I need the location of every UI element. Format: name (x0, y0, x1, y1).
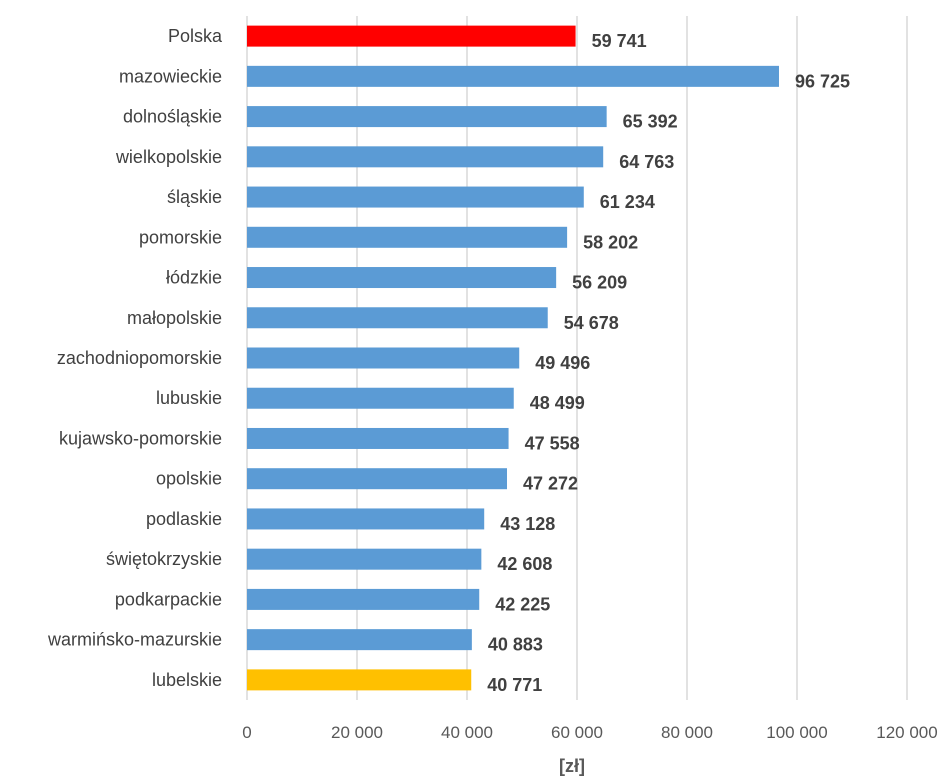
bar (247, 629, 472, 651)
bar (247, 669, 472, 691)
bar (247, 25, 576, 47)
data-label: 59 741 (592, 31, 647, 51)
category-label: Polska (168, 26, 223, 46)
bar (247, 468, 507, 490)
x-tick-label: 100 000 (766, 723, 827, 742)
data-label: 49 496 (535, 353, 590, 373)
category-label: łódzkie (166, 268, 222, 288)
bar (247, 588, 480, 610)
category-label: małopolskie (127, 308, 222, 328)
bar (247, 427, 509, 449)
category-label: wielkopolskie (115, 147, 222, 167)
bar (247, 307, 548, 329)
data-labels: 59 741 96 725 65 392 64 763 61 234 58 202 56 2… (487, 31, 850, 695)
data-label: 47 558 (525, 433, 580, 453)
data-label: 40 771 (487, 675, 542, 695)
data-label: 42 608 (497, 554, 552, 574)
x-tick-label: 80 000 (661, 723, 713, 742)
bars (247, 25, 779, 691)
data-label: 56 209 (572, 273, 627, 293)
category-label: lubelskie (152, 670, 222, 690)
category-label: mazowieckie (119, 66, 222, 86)
x-tick-label: 40 000 (441, 723, 493, 742)
data-label: 42 225 (495, 594, 550, 614)
bar (247, 226, 568, 248)
category-label: śląskie (167, 187, 222, 207)
category-label: dolnośląskie (123, 107, 222, 127)
x-tick-labels: 0 20 000 40 000 60 000 80 000 100 000 120 000 (242, 723, 937, 742)
data-label: 47 272 (523, 474, 578, 494)
category-label: lubuskie (156, 388, 222, 408)
bar (247, 548, 482, 570)
bar (247, 65, 779, 87)
bar (247, 106, 607, 128)
data-label: 43 128 (500, 514, 555, 534)
x-tick-label: 60 000 (551, 723, 603, 742)
bar (247, 347, 520, 369)
category-label: kujawsko-pomorskie (59, 428, 222, 448)
x-tick-label: 0 (242, 723, 251, 742)
category-labels: Polska mazowieckie dolnośląskie wielkopolsk… (47, 26, 223, 690)
bar (247, 267, 557, 289)
data-label: 61 234 (600, 192, 655, 212)
data-label: 54 678 (564, 313, 619, 333)
data-label: 48 499 (530, 393, 585, 413)
category-label: podkarpackie (115, 589, 222, 609)
data-label: 65 392 (623, 112, 678, 132)
data-label: 64 763 (619, 152, 674, 172)
bar (247, 508, 485, 530)
category-label: świętokrzyskie (106, 549, 222, 569)
category-label: pomorskie (139, 227, 222, 247)
category-label: podlaskie (146, 509, 222, 529)
category-label: warmińsko-mazurskie (47, 630, 222, 650)
data-label: 58 202 (583, 232, 638, 252)
x-axis-title: [zł] (559, 756, 585, 776)
category-label: opolskie (156, 469, 222, 489)
x-tick-label: 120 000 (876, 723, 937, 742)
data-label: 96 725 (795, 71, 850, 91)
category-label: zachodniopomorskie (57, 348, 222, 368)
bar (247, 186, 584, 208)
data-label: 40 883 (488, 635, 543, 655)
x-tick-label: 20 000 (331, 723, 383, 742)
bar (247, 387, 514, 409)
bar (247, 146, 604, 168)
